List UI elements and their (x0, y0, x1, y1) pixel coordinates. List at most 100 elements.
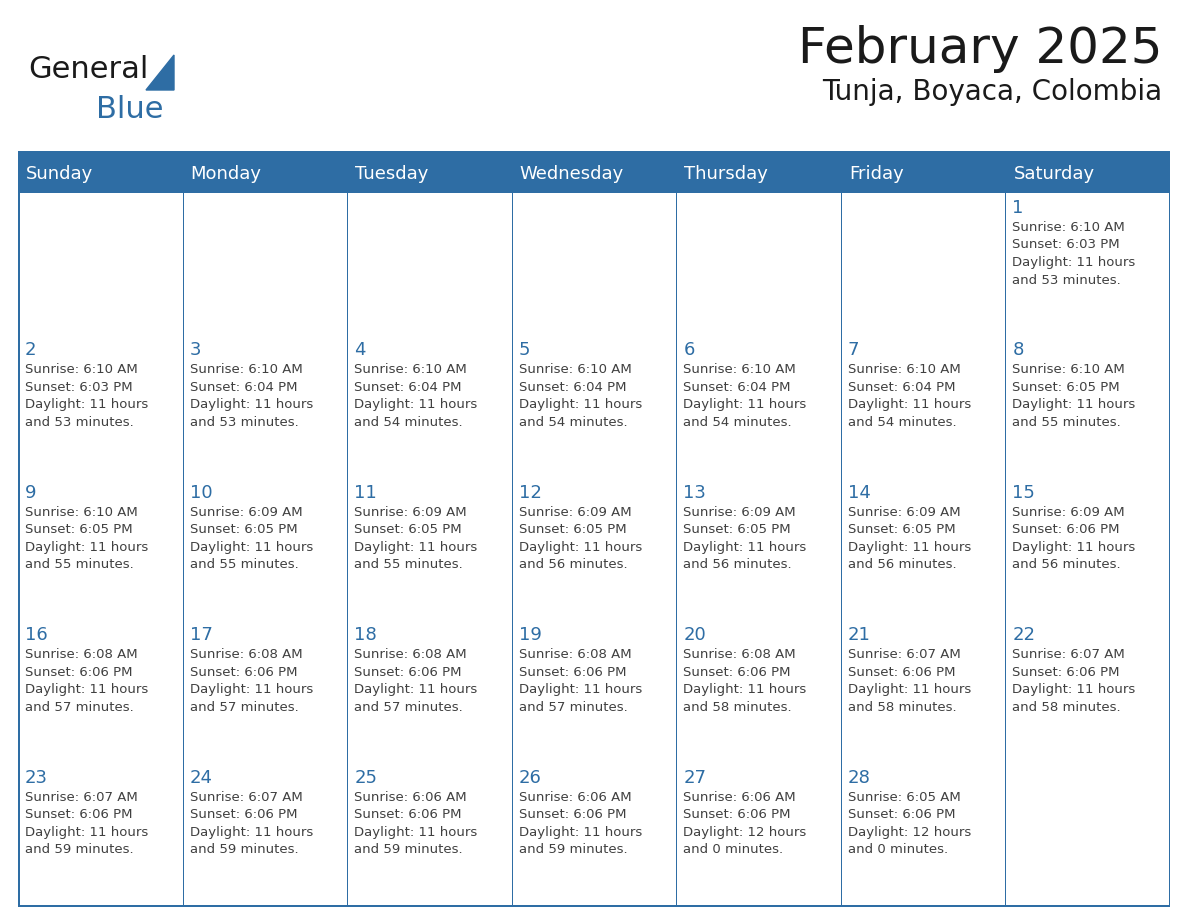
Bar (18, 477, 183, 621)
Text: Sunrise: 6:08 AM
Sunset: 6:06 PM
Daylight: 11 hours
and 57 minutes.: Sunrise: 6:08 AM Sunset: 6:06 PM Dayligh… (190, 648, 312, 713)
Text: 10: 10 (190, 484, 213, 502)
Bar (676, 763, 841, 905)
Bar (18, 335, 183, 477)
Text: Sunrise: 6:10 AM
Sunset: 6:04 PM
Daylight: 11 hours
and 54 minutes.: Sunrise: 6:10 AM Sunset: 6:04 PM Dayligh… (354, 364, 478, 429)
Text: Sunrise: 6:10 AM
Sunset: 6:05 PM
Daylight: 11 hours
and 55 minutes.: Sunrise: 6:10 AM Sunset: 6:05 PM Dayligh… (1012, 364, 1136, 429)
Text: Sunrise: 6:08 AM
Sunset: 6:06 PM
Daylight: 11 hours
and 57 minutes.: Sunrise: 6:08 AM Sunset: 6:06 PM Dayligh… (354, 648, 478, 713)
Bar (18, 193, 183, 335)
Bar (841, 193, 1005, 335)
Polygon shape (146, 55, 173, 90)
Text: Sunrise: 6:09 AM
Sunset: 6:06 PM
Daylight: 11 hours
and 56 minutes.: Sunrise: 6:09 AM Sunset: 6:06 PM Dayligh… (1012, 506, 1136, 571)
Bar (1005, 621, 1170, 763)
Bar (18, 151, 1170, 155)
Bar (512, 193, 676, 335)
Bar (18, 335, 1170, 337)
Text: 17: 17 (190, 626, 213, 644)
Text: Tuesday: Tuesday (355, 165, 429, 183)
Text: Sunrise: 6:10 AM
Sunset: 6:03 PM
Daylight: 11 hours
and 53 minutes.: Sunrise: 6:10 AM Sunset: 6:03 PM Dayligh… (25, 364, 148, 429)
Bar (676, 335, 841, 477)
Bar (18, 763, 1170, 764)
Text: Sunrise: 6:07 AM
Sunset: 6:06 PM
Daylight: 11 hours
and 59 minutes.: Sunrise: 6:07 AM Sunset: 6:06 PM Dayligh… (190, 790, 312, 856)
Text: 24: 24 (190, 768, 213, 787)
Bar (512, 477, 676, 621)
Text: Sunrise: 6:10 AM
Sunset: 6:04 PM
Daylight: 11 hours
and 53 minutes.: Sunrise: 6:10 AM Sunset: 6:04 PM Dayligh… (190, 364, 312, 429)
Text: Sunrise: 6:09 AM
Sunset: 6:05 PM
Daylight: 11 hours
and 56 minutes.: Sunrise: 6:09 AM Sunset: 6:05 PM Dayligh… (683, 506, 807, 571)
Text: 13: 13 (683, 484, 706, 502)
Bar (1005, 335, 1170, 477)
Text: Sunrise: 6:07 AM
Sunset: 6:06 PM
Daylight: 11 hours
and 59 minutes.: Sunrise: 6:07 AM Sunset: 6:06 PM Dayligh… (25, 790, 148, 856)
Text: Sunrise: 6:05 AM
Sunset: 6:06 PM
Daylight: 12 hours
and 0 minutes.: Sunrise: 6:05 AM Sunset: 6:06 PM Dayligh… (848, 790, 971, 856)
Bar (347, 477, 512, 621)
Bar (676, 621, 841, 763)
Bar (1005, 193, 1170, 335)
Text: 6: 6 (683, 341, 695, 360)
Text: General: General (29, 55, 148, 84)
Text: 15: 15 (1012, 484, 1035, 502)
Bar (512, 763, 676, 905)
Text: 22: 22 (1012, 626, 1036, 644)
Bar (347, 335, 512, 477)
Text: 28: 28 (848, 768, 871, 787)
Text: Sunrise: 6:09 AM
Sunset: 6:05 PM
Daylight: 11 hours
and 56 minutes.: Sunrise: 6:09 AM Sunset: 6:05 PM Dayligh… (519, 506, 642, 571)
Text: 23: 23 (25, 768, 48, 787)
Text: 18: 18 (354, 626, 377, 644)
Bar (676, 193, 841, 335)
Text: 26: 26 (519, 768, 542, 787)
Text: 9: 9 (25, 484, 37, 502)
Text: Thursday: Thursday (684, 165, 769, 183)
Bar (183, 193, 347, 335)
Bar (18, 155, 1170, 193)
Text: 27: 27 (683, 768, 707, 787)
Text: 14: 14 (848, 484, 871, 502)
Text: Saturday: Saturday (1013, 165, 1094, 183)
Bar (512, 621, 676, 763)
Text: 21: 21 (848, 626, 871, 644)
Text: Sunday: Sunday (26, 165, 93, 183)
Bar (1169, 155, 1170, 905)
Bar (347, 193, 512, 335)
Bar (676, 477, 841, 621)
Bar (1005, 763, 1170, 905)
Bar (841, 763, 1005, 905)
Bar (18, 193, 1170, 195)
Text: 2: 2 (25, 341, 37, 360)
Text: Sunrise: 6:08 AM
Sunset: 6:06 PM
Daylight: 11 hours
and 57 minutes.: Sunrise: 6:08 AM Sunset: 6:06 PM Dayligh… (519, 648, 642, 713)
Text: Sunrise: 6:07 AM
Sunset: 6:06 PM
Daylight: 11 hours
and 58 minutes.: Sunrise: 6:07 AM Sunset: 6:06 PM Dayligh… (1012, 648, 1136, 713)
Bar (1005, 477, 1170, 621)
Text: 25: 25 (354, 768, 377, 787)
Text: 5: 5 (519, 341, 530, 360)
Bar (18, 477, 1170, 479)
Text: Sunrise: 6:10 AM
Sunset: 6:04 PM
Daylight: 11 hours
and 54 minutes.: Sunrise: 6:10 AM Sunset: 6:04 PM Dayligh… (519, 364, 642, 429)
Text: 7: 7 (848, 341, 859, 360)
Bar (841, 621, 1005, 763)
Text: Sunrise: 6:09 AM
Sunset: 6:05 PM
Daylight: 11 hours
and 56 minutes.: Sunrise: 6:09 AM Sunset: 6:05 PM Dayligh… (848, 506, 971, 571)
Text: 12: 12 (519, 484, 542, 502)
Text: Sunrise: 6:10 AM
Sunset: 6:04 PM
Daylight: 11 hours
and 54 minutes.: Sunrise: 6:10 AM Sunset: 6:04 PM Dayligh… (683, 364, 807, 429)
Text: Sunrise: 6:06 AM
Sunset: 6:06 PM
Daylight: 11 hours
and 59 minutes.: Sunrise: 6:06 AM Sunset: 6:06 PM Dayligh… (519, 790, 642, 856)
Bar (183, 621, 347, 763)
Bar (18, 905, 1170, 906)
Bar (512, 335, 676, 477)
Text: Sunrise: 6:07 AM
Sunset: 6:06 PM
Daylight: 11 hours
and 58 minutes.: Sunrise: 6:07 AM Sunset: 6:06 PM Dayligh… (848, 648, 971, 713)
Bar (347, 621, 512, 763)
Bar (841, 335, 1005, 477)
Text: Sunrise: 6:09 AM
Sunset: 6:05 PM
Daylight: 11 hours
and 55 minutes.: Sunrise: 6:09 AM Sunset: 6:05 PM Dayligh… (190, 506, 312, 571)
Text: Wednesday: Wednesday (519, 165, 624, 183)
Text: 8: 8 (1012, 341, 1024, 360)
Text: Sunrise: 6:08 AM
Sunset: 6:06 PM
Daylight: 11 hours
and 58 minutes.: Sunrise: 6:08 AM Sunset: 6:06 PM Dayligh… (683, 648, 807, 713)
Bar (183, 477, 347, 621)
Text: Monday: Monday (190, 165, 261, 183)
Text: 3: 3 (190, 341, 201, 360)
Text: Blue: Blue (96, 95, 164, 124)
Text: 16: 16 (25, 626, 48, 644)
Text: 19: 19 (519, 626, 542, 644)
Text: Sunrise: 6:10 AM
Sunset: 6:04 PM
Daylight: 11 hours
and 54 minutes.: Sunrise: 6:10 AM Sunset: 6:04 PM Dayligh… (848, 364, 971, 429)
Text: 1: 1 (1012, 199, 1024, 217)
Bar (18, 763, 183, 905)
Text: Friday: Friday (849, 165, 904, 183)
Text: 20: 20 (683, 626, 706, 644)
Bar (183, 763, 347, 905)
Text: Sunrise: 6:06 AM
Sunset: 6:06 PM
Daylight: 11 hours
and 59 minutes.: Sunrise: 6:06 AM Sunset: 6:06 PM Dayligh… (354, 790, 478, 856)
Text: 11: 11 (354, 484, 377, 502)
Text: February 2025: February 2025 (797, 25, 1162, 73)
